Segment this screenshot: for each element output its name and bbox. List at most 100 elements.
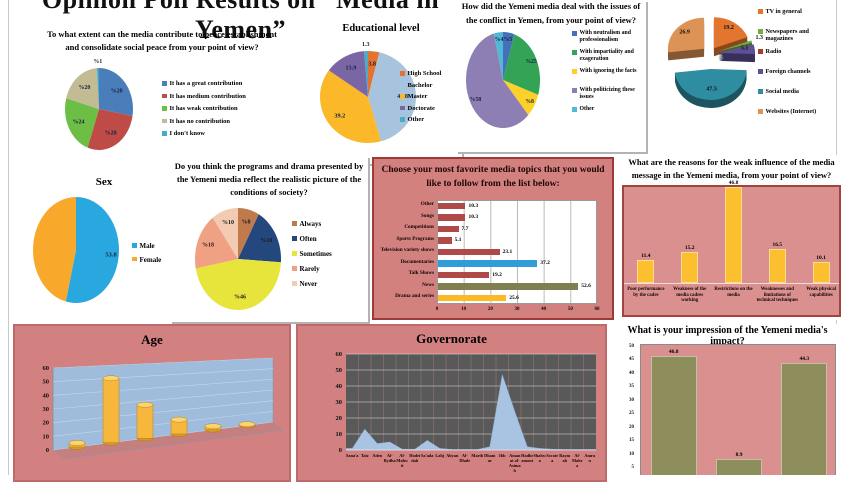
legend-label: It has a great contribution [169,80,243,87]
category-label: Amanat al-Asimah [508,453,521,473]
legend-swatch [162,93,167,98]
legend-item: Foreign channels [758,68,824,84]
pie-value-label: %4 [495,37,504,43]
pie-slice [212,208,238,259]
legend-label: With politicizing these issues [579,87,635,100]
legend-item: It has weak contribution [162,105,246,112]
bar [102,378,120,443]
pie-slice [195,259,281,310]
legend-label: Often [299,235,317,243]
pie-value-label: %5 [504,37,513,43]
governorate-chart-panel: Governorate Sana'a Taiz Aden Al-Bydha Al-Mah… [296,324,607,482]
bar-value-label: 46.8 [668,349,679,356]
category-label: Sports Programs [396,235,434,242]
legend-swatch [162,131,167,136]
legend-swatch [758,69,763,74]
legend-label: Always [299,220,322,228]
legend-item: Doctorate [400,105,441,112]
category-label: Raymah [559,453,571,463]
axis-tick-label: 40 [541,307,547,312]
pie-slice [674,68,747,100]
category-label: Amran [584,453,596,463]
axis-tick-label: 30 [43,406,50,413]
legend-label: I don't know [169,130,205,137]
legend-swatch [758,9,763,14]
bar-value-label: 7.7 [461,225,469,232]
legend-label: Doctorate [407,104,435,112]
legend-item: Sometimes [292,250,332,258]
pie-value-label: 47.5 [706,87,717,93]
pie-slice [718,44,755,55]
bar-value-label: 44.3 [799,355,810,362]
bar-value-label: 15.2 [684,244,695,251]
legend-item: Newspapers and magazines [758,28,824,44]
axis-tick-label: 10 [461,307,467,312]
bar-value-label: 37.2 [540,260,550,266]
plot-area: 11.4 Poor performance by the cadre 15.2 Wea… [622,180,841,317]
legend-item: Radio [758,48,824,64]
legend-label: Social media [765,88,800,95]
legend-swatch [758,109,763,114]
category-label: Television variety shows [380,247,434,253]
pie-slice [99,68,133,116]
pie-svg: 19.2 1.3 5.1 47.5 26.9 [668,17,763,108]
category-label: Talk Shows [408,270,434,276]
gridline [52,400,274,423]
bar-value-label: 46.8 [728,180,739,187]
legend-item: With neutralism and professionalism [572,30,644,47]
legend-label: It has no contribution [169,117,231,125]
category-label: Poor performance by the cadre [627,287,665,298]
bar [438,214,466,221]
pie-slice [87,109,133,150]
axis-tick-label: 10 [336,431,343,438]
bar [650,356,697,475]
legend-label: Other [579,106,595,112]
gridline [52,357,274,369]
chart-title: Choose your most favorite media topics t… [381,165,605,190]
chart-legend: High School Bachelor Master Doctorate Other [400,70,441,128]
chart-title: Age [141,332,163,347]
pie-value-label: 13.9 [345,65,356,72]
legend-item: It has no contribution [162,118,246,125]
pie-value-label: %18 [260,238,272,244]
legend-swatch [162,106,167,111]
bar-top [136,401,154,408]
legend-swatch [572,88,577,93]
bar [438,248,500,255]
media-impact-impression-chart-panel: What is your impression of the Yemeni me… [610,324,845,475]
legend-label: Master [407,93,428,100]
chart-title: What is your impression of the Yemeni me… [627,325,828,347]
legend-item: With ignoring the facts [572,68,644,85]
pie-slice [320,70,382,143]
legend-item: Female [132,256,161,264]
legend-swatch [758,49,763,54]
bar-value-label: 52.6 [581,283,591,289]
pie-slice [328,51,368,97]
bar-top [204,423,222,429]
axis-tick-label: 5 [631,465,635,471]
legend-swatch [162,81,167,86]
category-label: Al-Mahra [571,453,583,468]
category-label: Dhamar [484,453,496,463]
bar [438,260,538,267]
legend-swatch [132,243,137,248]
category-label: Al-Dhale [459,453,471,463]
bar-value-label: 10.1 [816,255,826,262]
legend-item: I don't know [162,130,246,137]
axis-tick-label: 20 [487,307,493,312]
pie-slice [713,17,748,49]
page-title: Opinion Poll Results on “Media in Yemen” [42,0,439,44]
bar3d-svg: 0 10 20 30 40 50 60 [43,357,284,460]
pie-slice [64,98,99,148]
drama-realism-chart-panel: Do you think the programs and drama pres… [170,156,368,322]
pie-value-label: %8 [242,219,251,225]
legend-label: Rarely [299,265,320,273]
axis-tick-label: 40 [43,392,50,399]
legend-swatch [400,105,405,110]
legend-label: Female [139,255,162,264]
plot-area: 46.8 8.9 44.3 [640,344,836,475]
legend-swatch [758,29,763,34]
legend-swatch [292,251,297,256]
legend-swatch [292,281,297,286]
bar-value-label: 25.6 [509,294,519,301]
